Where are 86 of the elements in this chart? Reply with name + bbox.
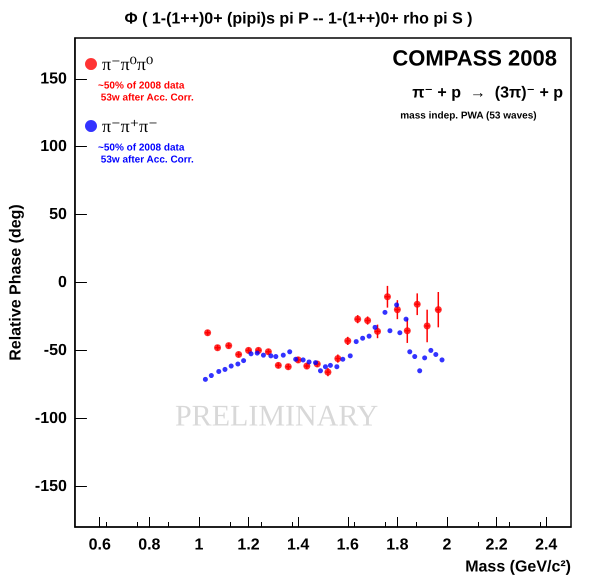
annotation: ~50% of 2008 data 53w after Acc. Corr. (98, 80, 194, 104)
point (204, 329, 212, 336)
point (254, 350, 260, 356)
point (274, 362, 282, 369)
point (225, 342, 232, 350)
point (208, 373, 214, 378)
point (433, 352, 438, 357)
point (344, 337, 352, 344)
point (348, 353, 353, 358)
point (280, 352, 286, 358)
point (374, 328, 382, 335)
point (360, 336, 366, 341)
point (293, 356, 298, 362)
y-tick-label: -100 (34, 410, 68, 427)
point (412, 354, 418, 360)
point (424, 322, 431, 330)
point (328, 362, 333, 368)
point (404, 316, 409, 322)
point (214, 344, 222, 352)
point (322, 364, 328, 370)
point (334, 364, 340, 370)
point (414, 300, 421, 308)
point (434, 306, 442, 314)
y-tick-label: -150 (34, 478, 68, 495)
point (372, 324, 378, 330)
x-tick-label: 1 (194, 536, 204, 554)
x-tick-label: 1.6 (336, 536, 359, 554)
x-tick-label: 0.6 (88, 536, 111, 554)
point (364, 317, 372, 324)
y-axis-title: Relative Phase (deg) (8, 204, 24, 361)
annotation: COMPASS 2008 (392, 46, 557, 70)
point (366, 334, 372, 339)
point (354, 339, 359, 344)
chart-title: Φ ( 1-(1++)0+ (pipi)s pi P -- 1-(1++)0+ rho pi S ) (124, 10, 473, 28)
point (235, 350, 242, 358)
point (340, 356, 346, 362)
annotation: π⁻ + p → (3π)⁻ + p (412, 84, 564, 102)
point (417, 368, 422, 374)
point (268, 353, 274, 358)
legend-label: π⁻π⁰π⁰ (102, 54, 154, 74)
point (241, 358, 246, 364)
point (273, 354, 278, 360)
point (260, 352, 266, 358)
x-axis-title: Mass (GeV/c²) (465, 558, 571, 576)
legend-label: π⁻π⁺π⁻ (102, 116, 158, 136)
point (440, 357, 445, 362)
x-tick-label: 2 (442, 536, 452, 554)
x-tick-label: 2.4 (535, 536, 558, 554)
annotation: ~50% of 2008 data 53w after Acc. Corr. (98, 142, 194, 166)
point (313, 360, 318, 366)
point (284, 363, 292, 370)
point (287, 349, 292, 354)
x-tick-label: 0.8 (138, 536, 161, 554)
point (422, 355, 428, 360)
point (222, 366, 228, 372)
x-tick-label: 1.8 (386, 536, 409, 554)
point (404, 327, 411, 334)
point (384, 293, 391, 300)
point (216, 368, 222, 374)
point (397, 330, 402, 336)
annotation: mass indep. PWA (53 waves) (400, 110, 537, 122)
point (382, 310, 388, 315)
y-tick-label: 50 (49, 206, 68, 224)
point (334, 355, 342, 362)
point (248, 351, 254, 356)
point (324, 368, 332, 376)
point (202, 376, 208, 382)
point (407, 349, 412, 354)
x-tick-label: 1.2 (237, 536, 260, 554)
point (264, 348, 272, 356)
y-tick-label: 150 (40, 70, 68, 88)
point (394, 306, 401, 314)
point (428, 348, 434, 353)
point (306, 359, 312, 364)
point (387, 328, 392, 334)
x-tick-label: 1.4 (287, 536, 310, 554)
point (354, 316, 362, 323)
x-tick-label: 2.2 (485, 536, 508, 554)
point (394, 302, 400, 308)
y-tick-label: -50 (44, 342, 68, 359)
point (300, 357, 306, 362)
point (318, 368, 323, 374)
point (228, 364, 234, 369)
y-tick-label: 0 (58, 274, 68, 291)
point (235, 362, 240, 366)
y-tick-label: 100 (40, 138, 68, 156)
